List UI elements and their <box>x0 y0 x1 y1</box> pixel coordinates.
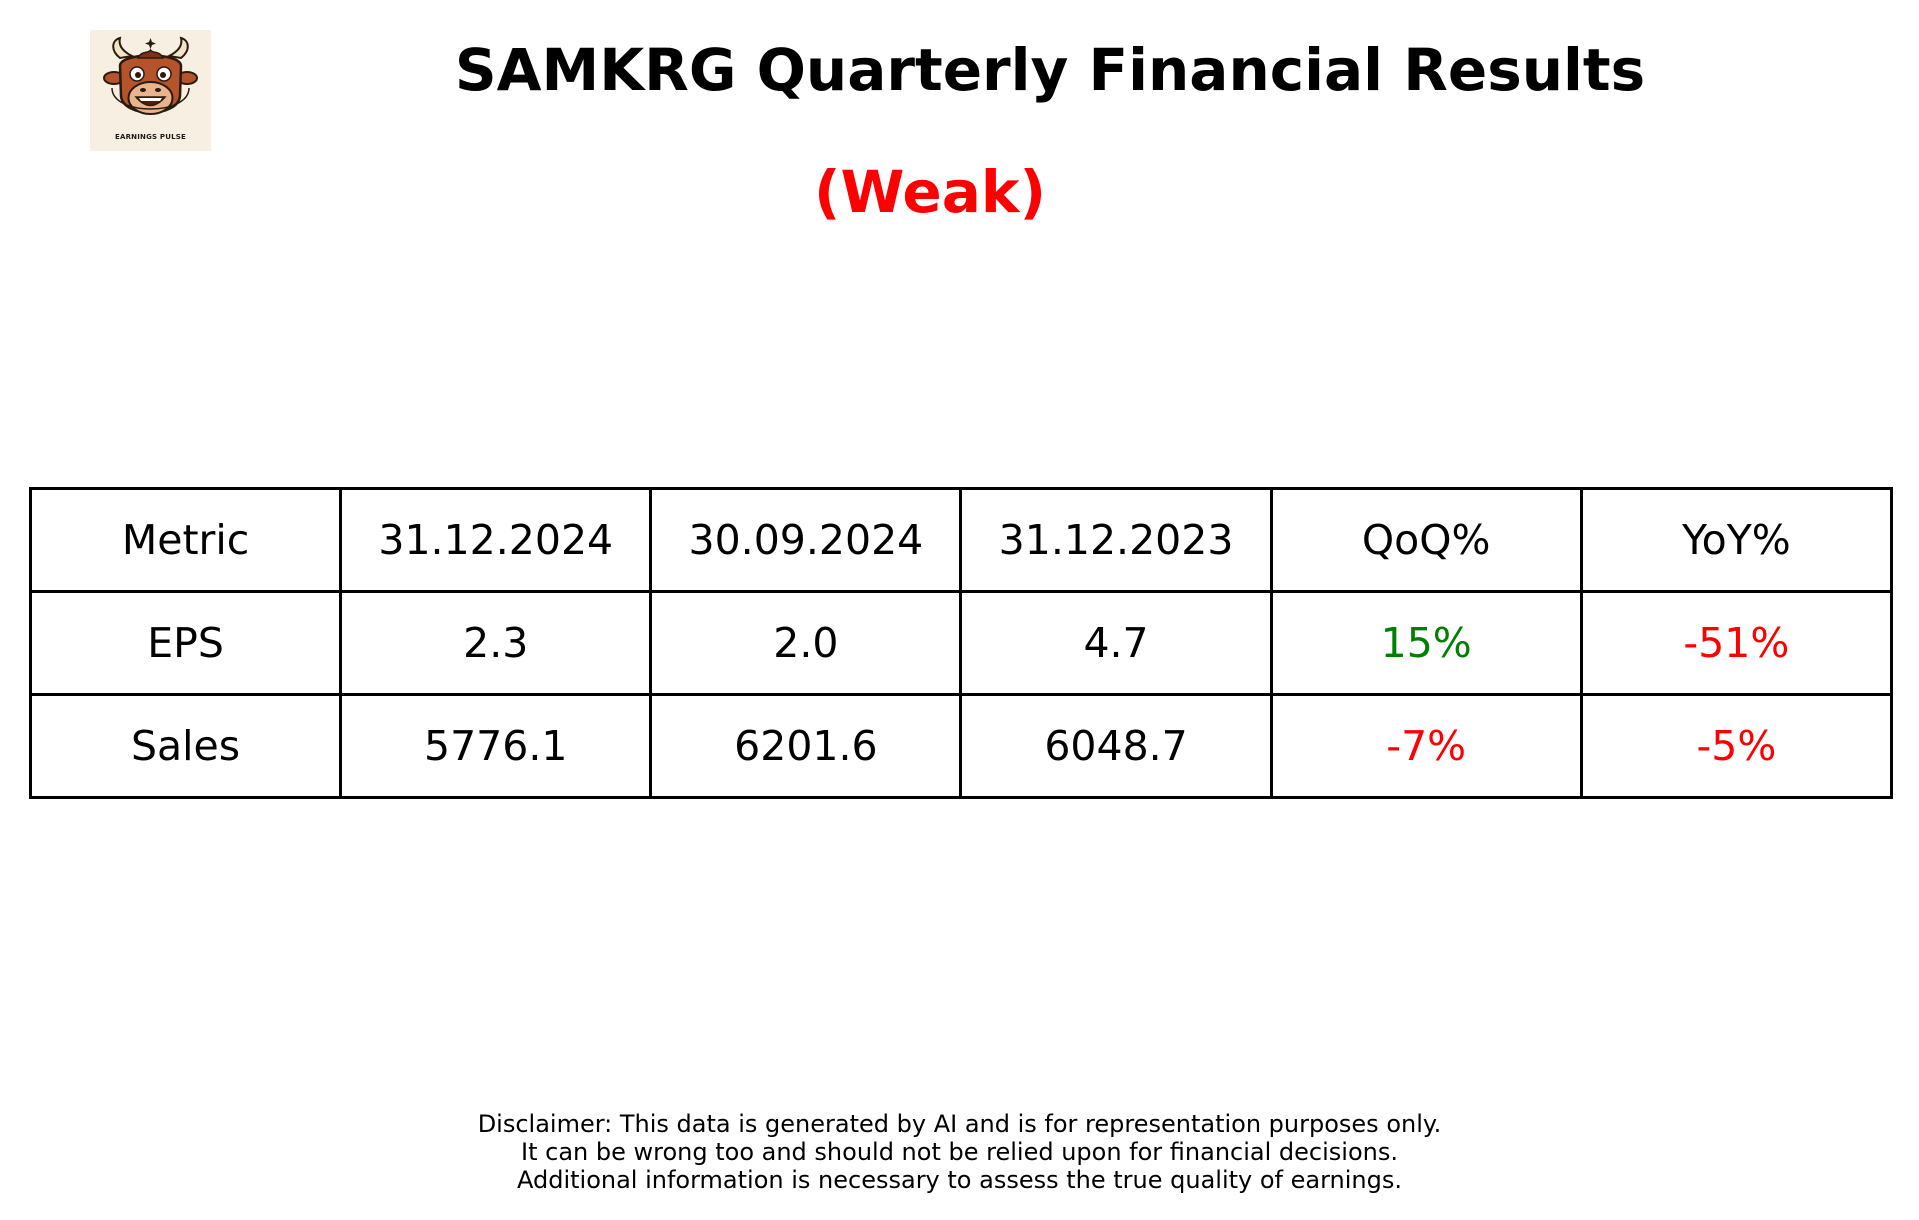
disclaimer-line: It can be wrong too and should not be re… <box>521 1138 1398 1166</box>
logo-text: EARNINGS PULSE <box>114 133 187 141</box>
yoy-change-cell: -5% <box>1579 693 1894 799</box>
disclaimer-line: Disclaimer: This data is generated by AI… <box>477 1110 1442 1138</box>
table-row-eps: EPS 2.3 2.0 4.7 15% -51% <box>28 590 1894 696</box>
column-header: Metric <box>28 487 343 593</box>
disclaimer-line: Additional information is necessary to a… <box>516 1166 1402 1194</box>
column-header: QoQ% <box>1269 487 1583 593</box>
metric-cell: Sales <box>28 693 343 799</box>
column-header: 31.12.2024 <box>339 487 653 593</box>
column-header: 31.12.2023 <box>959 487 1273 593</box>
value-cell: 4.7 <box>959 590 1273 696</box>
value-cell: 6048.7 <box>959 693 1273 799</box>
column-header: 30.09.2024 <box>649 487 963 593</box>
disclaimer: Disclaimer: This data is generated by AI… <box>0 1110 1919 1194</box>
earnings-pulse-logo: EARNINGS PULSE <box>90 30 211 151</box>
value-cell: 2.3 <box>339 590 653 696</box>
metric-cell: EPS <box>28 590 343 696</box>
yoy-change-cell: -51% <box>1579 590 1894 696</box>
qoq-change-cell: -7% <box>1269 693 1583 799</box>
column-header: YoY% <box>1579 487 1894 593</box>
table-row-sales: Sales 5776.1 6201.6 6048.7 -7% -5% <box>28 693 1894 799</box>
table-header-row: Metric 31.12.2024 30.09.2024 31.12.2023 … <box>28 487 1894 593</box>
qoq-change-cell: 15% <box>1269 590 1583 696</box>
value-cell: 5776.1 <box>339 693 653 799</box>
page-title: SAMKRG Quarterly Financial Results <box>454 36 1646 104</box>
rating-label: (Weak) <box>814 158 1046 226</box>
value-cell: 6201.6 <box>649 693 963 799</box>
bull-mascot-icon <box>103 36 198 115</box>
results-table: Metric 31.12.2024 30.09.2024 31.12.2023 … <box>28 487 1894 799</box>
value-cell: 2.0 <box>649 590 963 696</box>
